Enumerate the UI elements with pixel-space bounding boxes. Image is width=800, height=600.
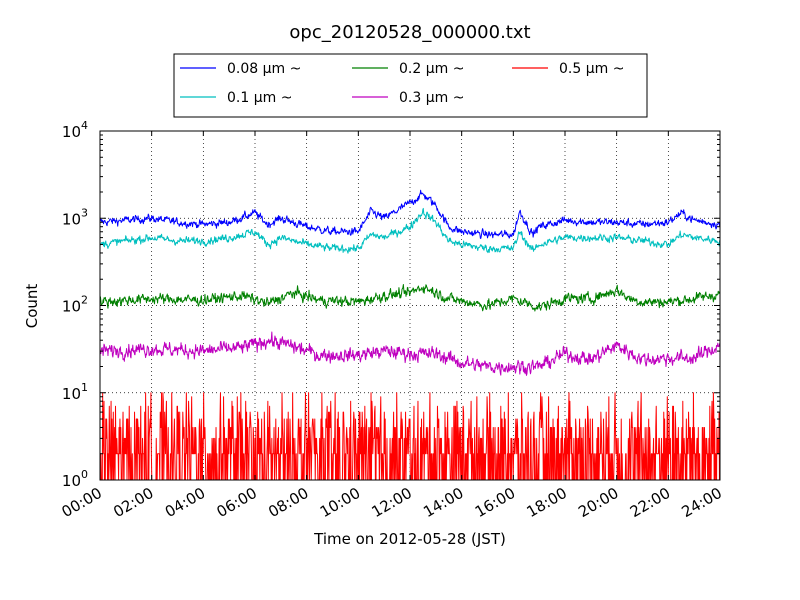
series-line-0	[100, 189, 720, 239]
legend-label-0: 0.08 μm ~	[227, 61, 301, 77]
legend-label-4: 0.5 μm ~	[559, 61, 624, 77]
y-tick-label: 102	[62, 294, 88, 316]
series-line-1	[100, 207, 720, 254]
y-tick-label: 101	[62, 381, 88, 403]
legend-label-2: 0.2 μm ~	[399, 61, 464, 77]
y-tick-label: 103	[62, 206, 88, 228]
grid-layer	[100, 131, 720, 480]
chart-title: opc_20120528_000000.txt	[289, 22, 530, 43]
series-line-3	[100, 331, 720, 376]
y-tick-label: 104	[62, 119, 88, 141]
series-line-4	[100, 392, 720, 480]
series-line-2	[100, 284, 720, 312]
legend-label-1: 0.1 μm ~	[227, 90, 292, 106]
ticks-layer	[99, 130, 721, 481]
legend-label-3: 0.3 μm ~	[399, 90, 464, 106]
x-axis-label: Time on 2012-05-28 (JST)	[313, 530, 506, 548]
y-axis-label: Count	[23, 284, 41, 329]
y-tick-label: 100	[62, 468, 88, 490]
legend-box	[173, 53, 648, 118]
y-tick-labels: 100 101 102 103 104	[62, 119, 88, 490]
series-layer	[100, 189, 720, 480]
legend: 0.08 μm ~ 0.1 μm ~ 0.2 μm ~ 0.3 μm ~ 0.5 μm …	[173, 53, 648, 118]
